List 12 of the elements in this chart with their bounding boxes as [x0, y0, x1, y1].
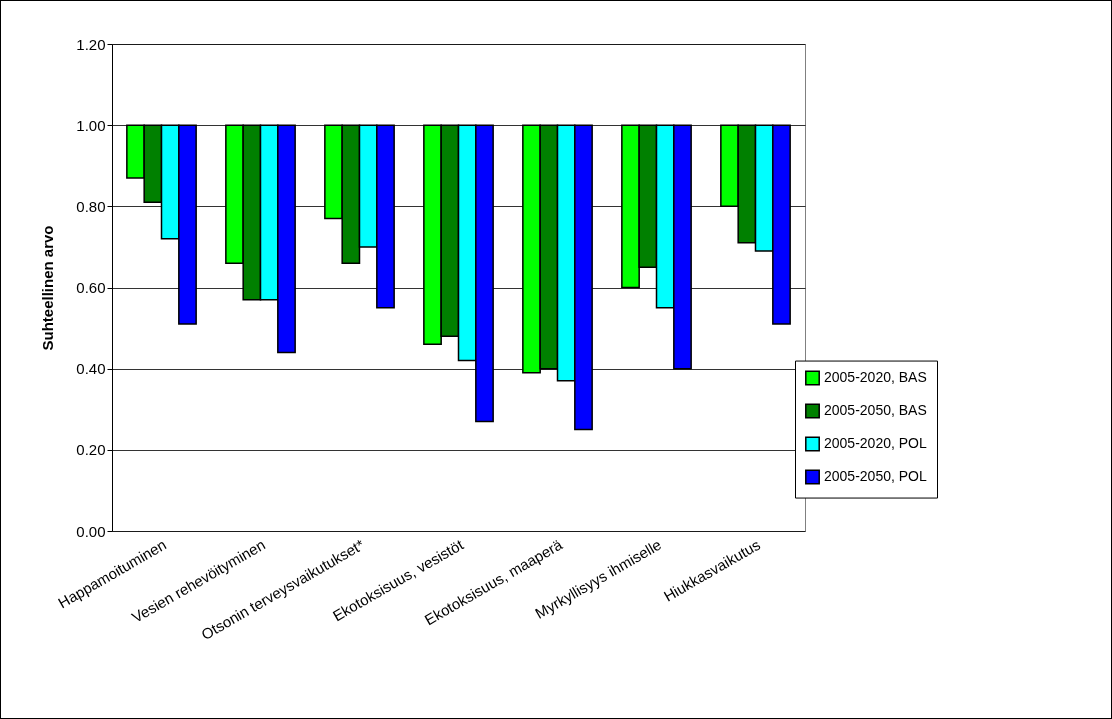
legend-label: 2005-2050, POL [824, 468, 927, 485]
legend-label: 2005-2050, BAS [824, 402, 927, 419]
legend-label: 2005-2020, POL [824, 435, 927, 452]
y-tick-label: 0.00 [76, 522, 106, 540]
y-tick-label: 0.80 [76, 197, 106, 215]
y-tick-label: 0.60 [76, 279, 106, 296]
y-tick-label: 0.40 [76, 360, 106, 378]
y-tick-label: 0.20 [76, 441, 106, 459]
y-axis-title: Suhteellinen arvo [39, 225, 57, 351]
y-tick-label: 1.20 [76, 35, 106, 53]
y-tick-label: 1.00 [76, 116, 106, 134]
legend-label: 2005-2020, BAS [824, 369, 927, 386]
